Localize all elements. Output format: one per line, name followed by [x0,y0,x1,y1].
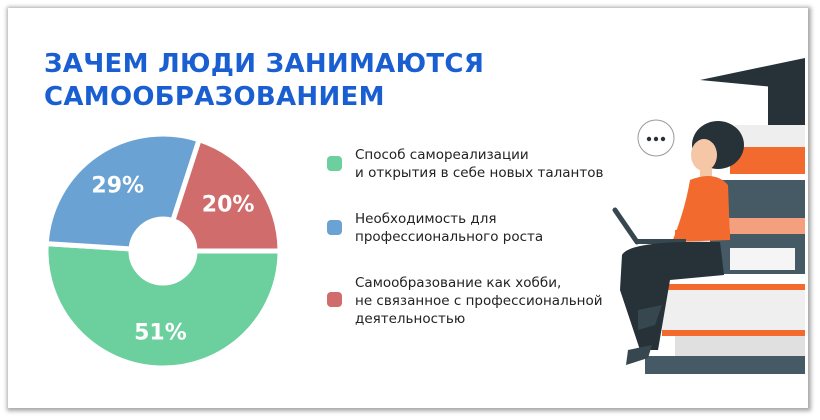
book [645,356,805,374]
data-label: 29% [91,173,144,198]
book [710,218,805,234]
donut-chart: 51% 29% 20% [43,131,283,371]
book [675,336,805,356]
legend-label-line: не связанное с профессиональной [355,293,603,309]
legend-label-line: Необходимость для [355,211,497,227]
book [735,125,805,147]
data-label: 51% [134,320,187,345]
legend-label-line: Способ самореализации [355,147,529,163]
legend-label-line: Самообразование как хобби, [355,275,562,291]
legend-swatch [327,292,342,307]
ellipsis-icon [646,136,666,142]
legend-swatch [327,220,342,235]
legend-label-line: и открытия в себе новых талантов [355,165,604,181]
slice-hobby [169,136,283,254]
woman-figure [612,121,744,365]
student-illustration [612,58,805,374]
title-line-1: ЗАЧЕМ ЛЮДИ ЗАНИМАЮТСЯ [44,49,485,79]
slice-self-realization [43,241,283,371]
slice-professional-growth [43,131,203,252]
page-title: ЗАЧЕМ ЛЮДИ ЗАНИМАЮТСЯ САМООБРАЗОВАНИЕМ [44,48,484,114]
legend-label-line: профессионального роста [355,229,544,245]
book [662,284,805,290]
data-label: 20% [202,193,255,218]
legend-swatch [327,156,342,171]
legend-label-line: деятельностью [355,311,466,327]
title-line-2: САМООБРАЗОВАНИЕМ [44,82,385,112]
book [662,290,805,330]
